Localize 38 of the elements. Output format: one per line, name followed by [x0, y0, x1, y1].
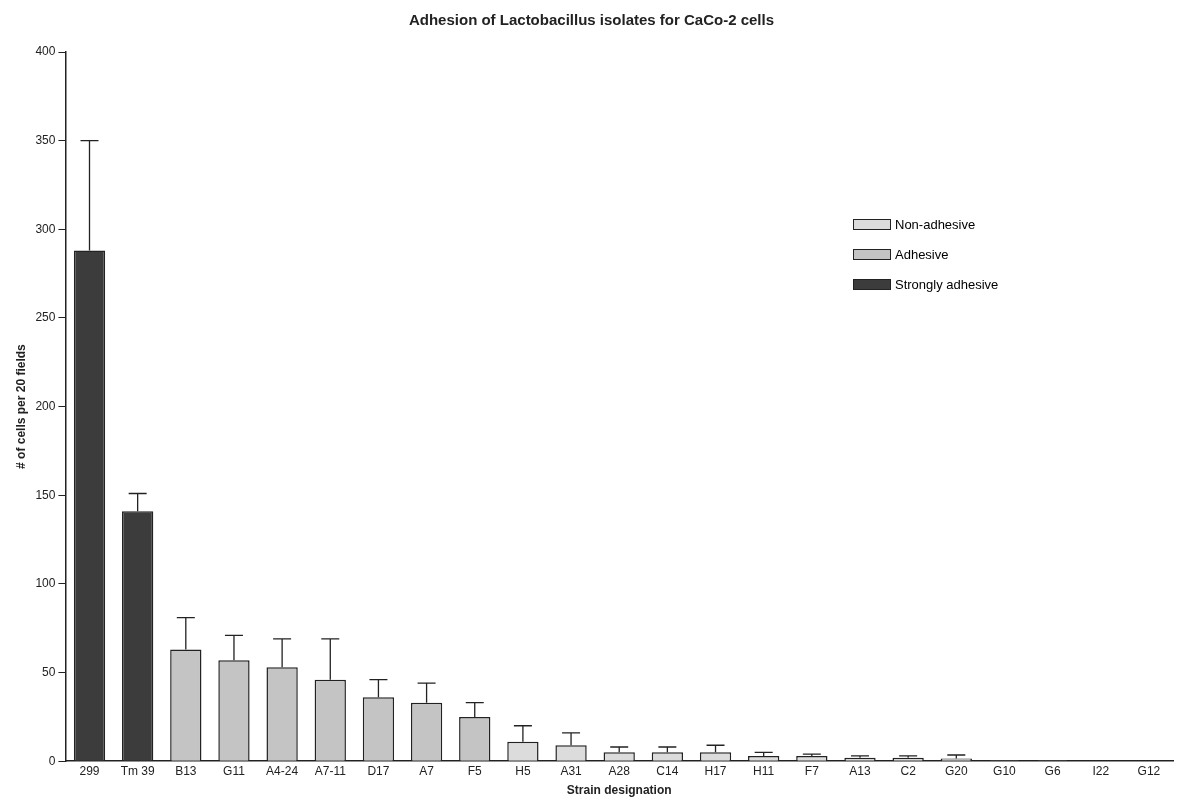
- legend-label: Non-adhesive: [895, 217, 976, 232]
- x-tick-label: A28: [608, 763, 631, 778]
- x-tick-label: H11: [753, 763, 775, 778]
- y-tick-label: 300: [35, 221, 56, 236]
- x-tick-label: C2: [900, 763, 917, 778]
- y-tick-label: 150: [35, 487, 56, 502]
- y-tick-label: 350: [35, 132, 56, 147]
- y-tick-label: 0: [48, 753, 56, 768]
- y-tick-label: 250: [35, 310, 56, 325]
- x-tick-label: I22: [1092, 763, 1110, 778]
- chart-title: Adhesion of Lactobacillus isolates for CaCo-2 cells: [408, 11, 775, 29]
- x-tick-label: B13: [175, 763, 197, 778]
- x-tick-label: G6: [1044, 763, 1061, 778]
- x-tick-label: G11: [223, 763, 246, 778]
- x-tick-label: F7: [804, 763, 820, 778]
- x-tick-label: A13: [849, 763, 871, 778]
- y-tick-label: 50: [42, 664, 56, 679]
- x-tick-label: H5: [515, 763, 531, 778]
- x-tick-label: G12: [1137, 763, 1161, 778]
- x-tick-label: G20: [944, 763, 968, 778]
- x-tick-label: C14: [656, 763, 679, 778]
- x-tick-label: A4-24: [266, 763, 299, 778]
- y-tick-label: 400: [35, 44, 56, 59]
- y-tick-label: 100: [35, 576, 56, 591]
- y-axis-title: # of cells per 20 fields: [13, 343, 28, 469]
- x-tick-label: 299: [79, 763, 100, 778]
- x-tick-label: G10: [993, 763, 1017, 778]
- x-tick-label: A31: [560, 763, 583, 778]
- x-tick-label: F5: [467, 763, 483, 778]
- x-axis-title: Strain designation: [566, 783, 672, 798]
- x-tick-label: H17: [704, 763, 727, 778]
- x-tick-label: Tm 39: [120, 763, 155, 778]
- legend-label: Strongly adhesive: [895, 277, 999, 292]
- x-tick-label: A7: [419, 763, 435, 778]
- x-tick-label: A7-11: [314, 763, 347, 778]
- legend-label: Adhesive: [895, 247, 949, 262]
- x-tick-label: D17: [367, 763, 390, 778]
- y-tick-label: 200: [35, 398, 56, 413]
